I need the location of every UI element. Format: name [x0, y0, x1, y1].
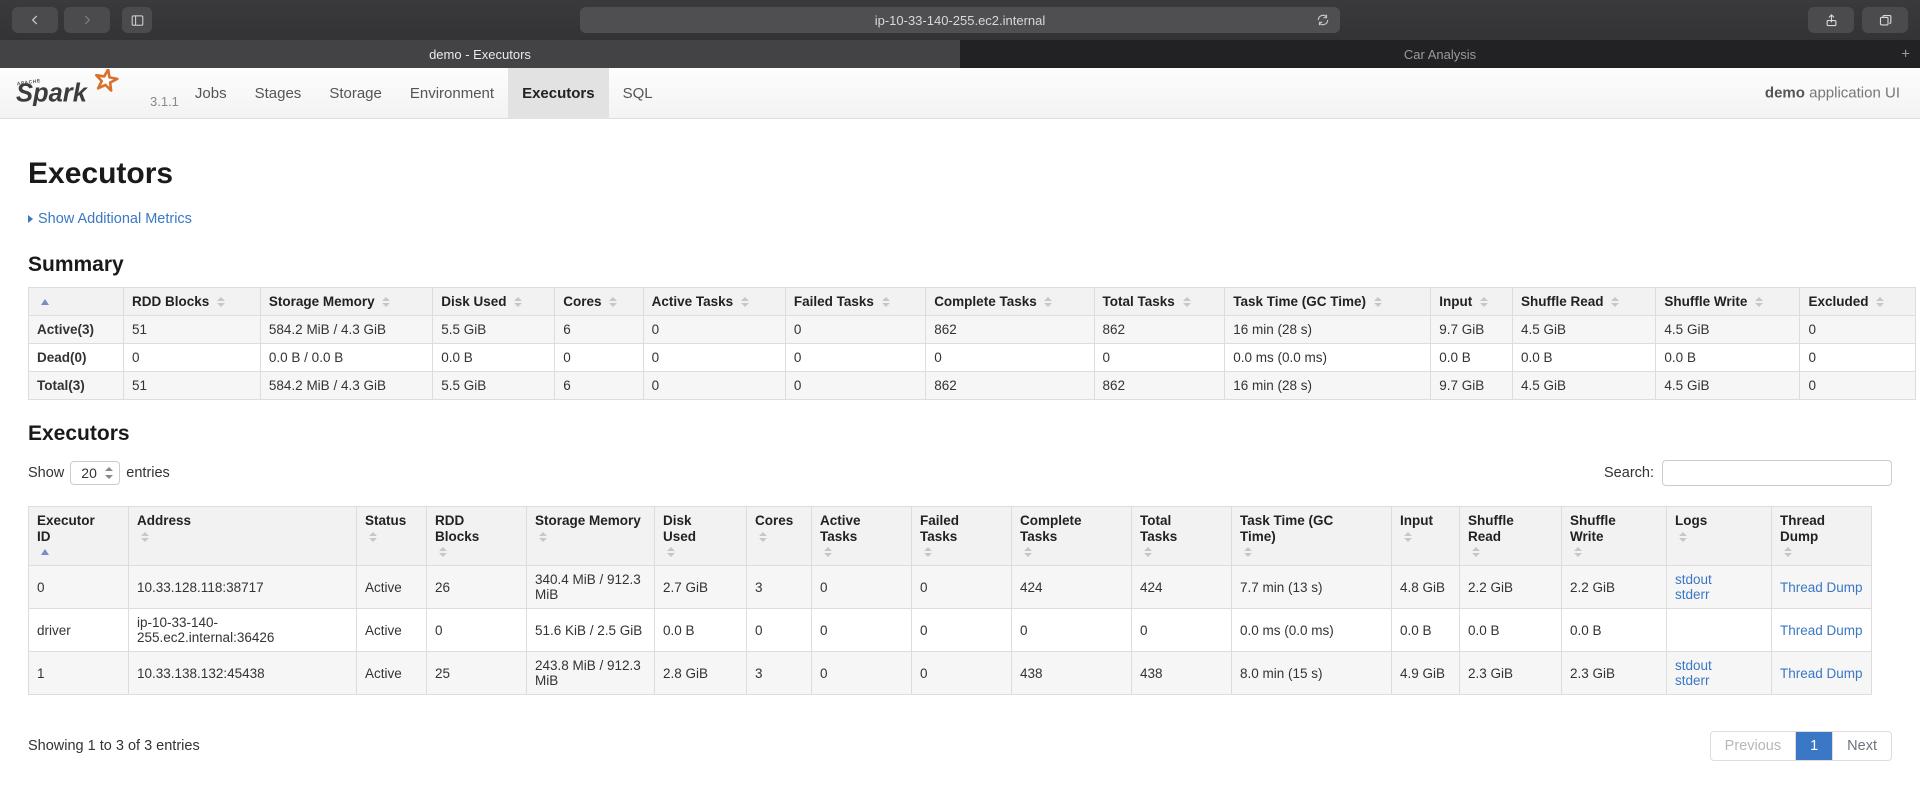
svg-text:Spark: Spark	[16, 80, 89, 106]
